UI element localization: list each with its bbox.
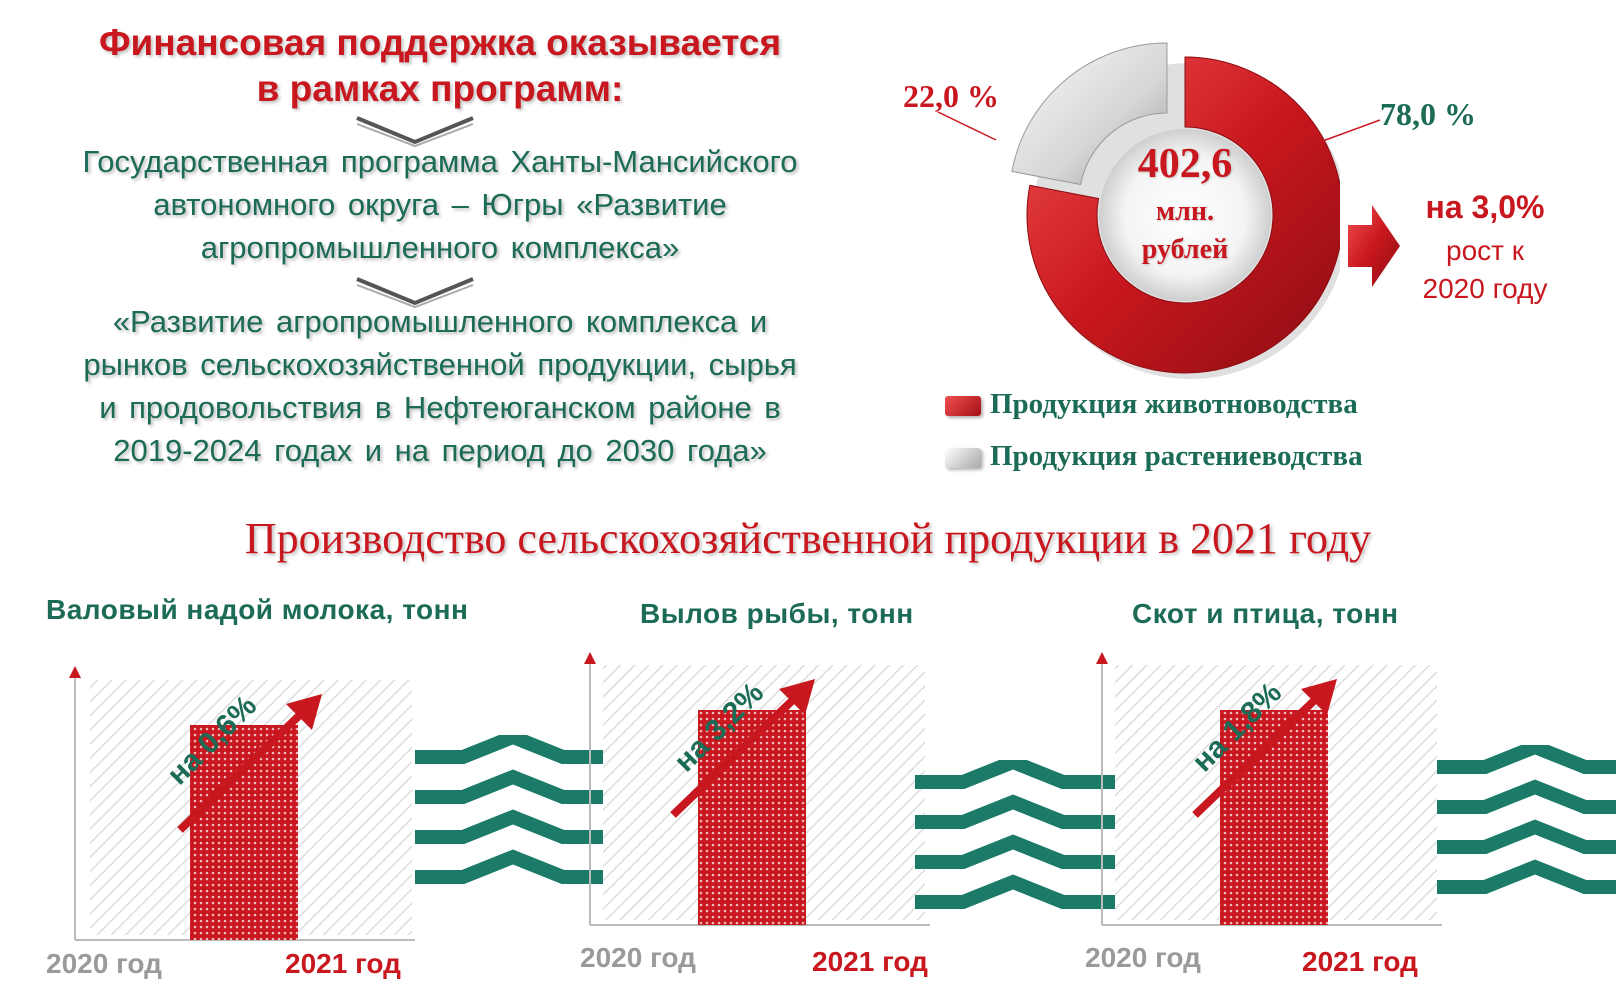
donut-total-unit-line2: рублей (1141, 234, 1229, 265)
legend-label-livestock: Продукция животноводства (990, 388, 1358, 420)
growth-text-line1: рост к (1446, 235, 1524, 266)
donut-label-crop: 22,0 % (903, 78, 999, 114)
mini-chart-2-year-2020: 2020 год (580, 942, 696, 973)
program-1-line3: агропромышленного комплекса» (200, 230, 680, 265)
mini-chart-1-title: Валовый надой молока, тонн (46, 594, 469, 625)
growth-value: на 3,0% (1425, 189, 1545, 225)
mini-chart-3 (1096, 652, 1442, 926)
zigzag-divider (1437, 745, 1616, 894)
legend-swatch-livestock (945, 396, 981, 416)
donut-center (1099, 129, 1271, 301)
production-title: Производство сельскохозяйственной продук… (244, 514, 1372, 563)
program-2: «Развитие агропромышленного комплекса и … (20, 300, 860, 472)
financing-title: Финансовая поддержка оказывается в рамка… (20, 20, 860, 112)
program-2-line2: рынков сельскохозяйственной продукции, с… (83, 347, 797, 382)
mini-chart-1 (69, 666, 415, 941)
program-1: Государственная программа Ханты-Мансийск… (20, 140, 860, 269)
financing-title-line2: в рамках программ: (256, 68, 624, 109)
chevron-down-icon (356, 277, 474, 309)
program-2-line1: «Развитие агропромышленного комплекса и (112, 304, 768, 339)
growth-text-line2: 2020 году (1422, 273, 1548, 304)
mini-chart-1-year-2021: 2021 год (285, 948, 401, 979)
legend-label-crop: Продукция растениеводства (990, 440, 1363, 472)
mini-chart-3-title: Скот и птица, тонн (1132, 598, 1399, 629)
donut-slice-livestock (1026, 56, 1340, 374)
zigzag-divider (915, 760, 1115, 909)
mini-chart-3-year-2021: 2021 год (1302, 946, 1418, 977)
program-2-line3: и продовольствия в Нефтеюганском районе … (99, 390, 781, 425)
arrow-right-icon (1348, 205, 1400, 287)
financing-title-line1: Финансовая поддержка оказывается (98, 22, 782, 63)
donut-leader-lines (937, 111, 1381, 143)
program-1-line2: автономного округа – Югры «Развитие (153, 187, 727, 222)
chevron-down-icon (356, 116, 474, 148)
mini-chart-2-title: Вылов рыбы, тонн (640, 598, 914, 629)
donut-chart (1011, 42, 1340, 379)
legend-swatch-crop (945, 448, 981, 468)
mini-chart-2 (584, 652, 930, 926)
donut-label-livestock: 78,0 % (1380, 96, 1476, 132)
program-2-line4: 2019-2024 годах и на период до 2030 года… (113, 433, 767, 468)
zigzag-divider (415, 735, 615, 884)
donut-total-unit-line1: млн. (1156, 196, 1214, 227)
mini-chart-3-year-2020: 2020 год (1085, 942, 1201, 973)
mini-chart-2-year-2021: 2021 год (812, 946, 928, 977)
donut-slice-crop (1011, 42, 1168, 186)
mini-chart-1-year-2020: 2020 год (46, 948, 162, 979)
donut-total-value: 402,6 (1137, 141, 1233, 187)
program-1-line1: Государственная программа Ханты-Мансийск… (82, 144, 798, 179)
